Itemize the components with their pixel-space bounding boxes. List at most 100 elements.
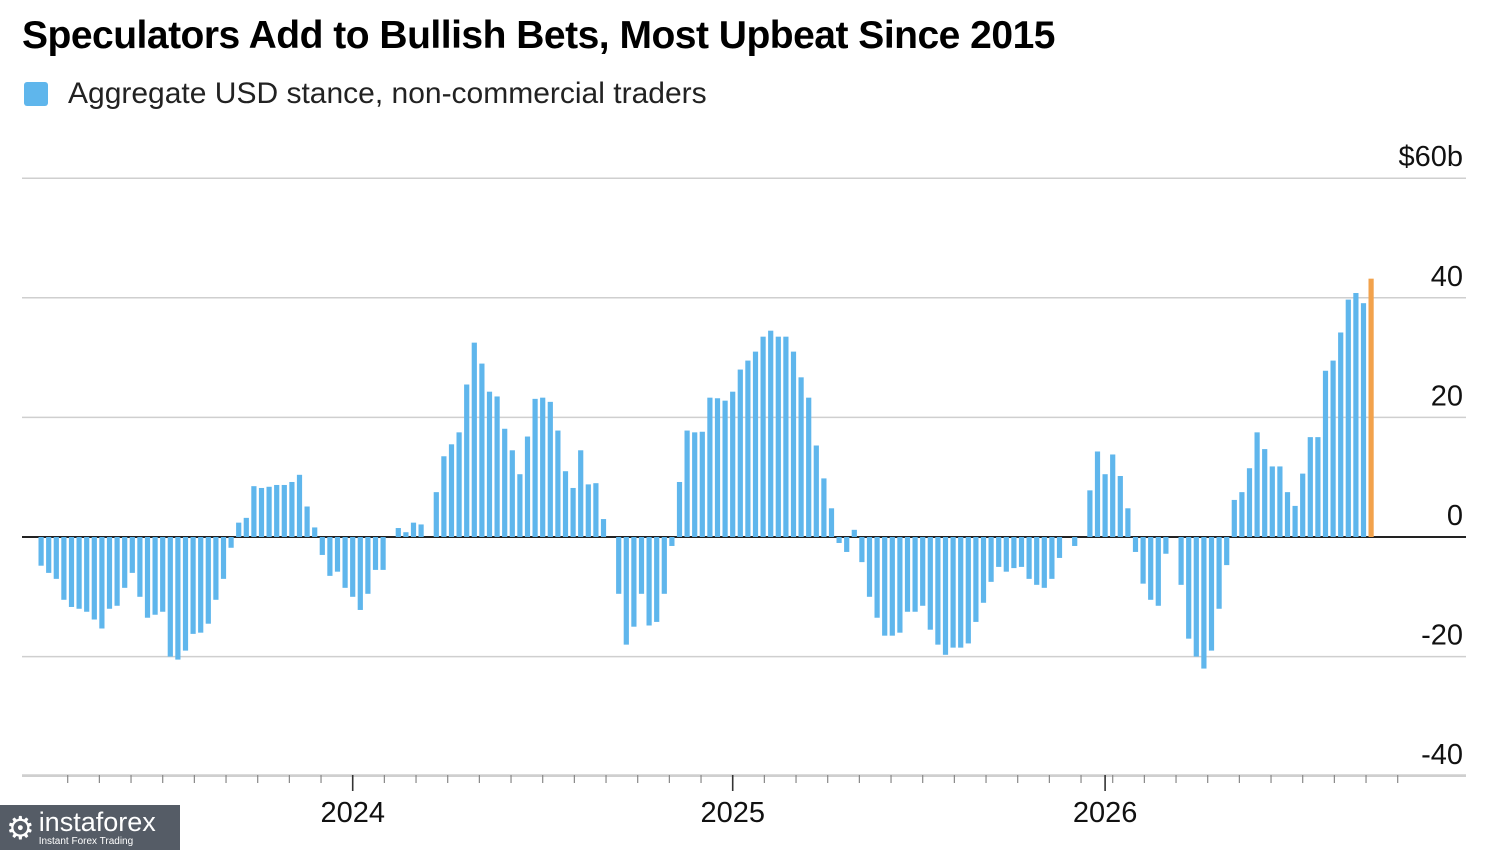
bar (357, 537, 363, 610)
bar (1254, 432, 1260, 537)
bar (84, 537, 90, 612)
bar (274, 484, 280, 537)
legend-label: Aggregate USD stance, non-commercial tra… (68, 77, 707, 110)
bar (61, 537, 67, 600)
bar (190, 537, 196, 634)
bar (851, 529, 857, 537)
legend: Aggregate USD stance, non-commercial tra… (24, 76, 707, 112)
bar (578, 450, 584, 537)
bar (1262, 449, 1268, 537)
y-tick-label: $60b (1398, 141, 1463, 173)
bar (684, 430, 690, 537)
bar (920, 537, 926, 606)
bar (1026, 537, 1032, 579)
bar (1056, 537, 1063, 558)
bar (1353, 293, 1359, 537)
bar (334, 537, 341, 572)
bar (517, 474, 523, 537)
bar (722, 400, 728, 537)
bar (38, 537, 44, 566)
bar (403, 532, 409, 537)
bar (745, 360, 751, 537)
bar (1322, 370, 1329, 537)
bar (236, 522, 242, 537)
bar (167, 537, 173, 657)
bar (266, 486, 272, 537)
y-tick-label: -20 (1421, 620, 1463, 652)
y-tick-label: 20 (1431, 380, 1463, 412)
bar (1193, 537, 1199, 657)
bar (251, 486, 257, 537)
bar (99, 537, 105, 629)
bar (91, 537, 97, 620)
bar (160, 537, 166, 612)
bar (106, 537, 113, 609)
bar (471, 342, 477, 537)
bar (752, 351, 759, 537)
bar (1315, 437, 1321, 537)
bar (152, 537, 158, 615)
bar (175, 537, 181, 660)
bar (707, 397, 713, 537)
legend-swatch (24, 82, 48, 106)
bar (1178, 537, 1184, 585)
bar (1018, 537, 1025, 567)
bar (616, 537, 622, 594)
bar (1155, 537, 1161, 606)
bar (1284, 492, 1291, 537)
bar (182, 537, 189, 651)
bar (1034, 537, 1040, 585)
bar (631, 537, 637, 627)
bar (775, 336, 781, 537)
bar (737, 369, 743, 537)
bar (228, 537, 234, 548)
bar (137, 537, 143, 597)
bar (646, 537, 652, 626)
watermark-brand: instaforex (38, 806, 156, 837)
bar (600, 519, 607, 537)
bar (1338, 332, 1344, 537)
bar (1132, 537, 1139, 552)
bar (243, 517, 249, 537)
bar (1072, 537, 1078, 546)
bar (289, 481, 295, 537)
bar (874, 537, 880, 618)
bar (1216, 537, 1222, 609)
bar (730, 391, 736, 537)
bar (1102, 474, 1108, 537)
y-tick-label: 0 (1447, 500, 1463, 532)
bar (692, 432, 698, 537)
bar (699, 431, 705, 537)
bar (623, 537, 629, 645)
bar (912, 537, 918, 612)
bar (319, 537, 325, 555)
bar (935, 537, 941, 645)
bar (570, 487, 576, 537)
x-axis (22, 774, 1466, 791)
bar (790, 351, 797, 537)
bar (479, 363, 485, 537)
bar (281, 484, 287, 537)
bar (312, 527, 318, 537)
bar (327, 537, 333, 576)
bar (448, 444, 455, 537)
watermark-tagline: Instant Forex Trading (38, 835, 134, 847)
bar (144, 537, 151, 618)
bar (760, 336, 766, 537)
bar (1011, 537, 1017, 569)
bar (889, 537, 895, 636)
bar (676, 481, 683, 537)
bar (1307, 437, 1313, 537)
bar (350, 537, 356, 597)
bar (1140, 537, 1146, 584)
bar (669, 537, 675, 546)
watermark: ⚙ instaforex Instant Forex Trading (0, 805, 180, 850)
bar (129, 537, 135, 573)
bar (965, 537, 971, 644)
bar (1125, 508, 1131, 537)
bar (380, 537, 386, 570)
bar (441, 456, 447, 537)
bar (958, 537, 964, 648)
bar (813, 445, 819, 537)
